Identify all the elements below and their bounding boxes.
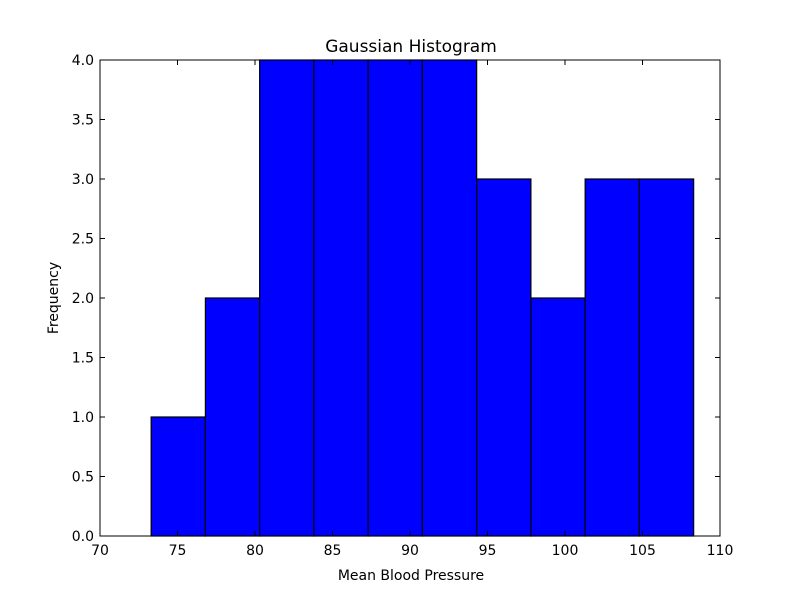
x-tick-label: 90: [401, 543, 419, 559]
histogram-bar-10: [638, 178, 695, 537]
bars-group: [150, 59, 695, 537]
y-tick-label: 1.0: [72, 410, 94, 426]
histogram-bar-4: [313, 59, 369, 537]
histogram-bar-9: [584, 178, 641, 537]
y-tick-label: 0.0: [72, 529, 94, 545]
histogram-bar-7: [476, 178, 532, 537]
x-tick-label: 70: [91, 543, 109, 559]
x-tick-label: 75: [169, 543, 187, 559]
x-tick-label: 100: [552, 543, 579, 559]
x-tick-label: 105: [629, 543, 656, 559]
histogram-bar-3: [259, 59, 315, 537]
x-axis-label: Mean Blood Pressure: [338, 568, 484, 584]
y-tick-label: 2.5: [72, 232, 94, 248]
chart-title: Gaussian Histogram: [325, 37, 497, 57]
y-tick-label: 1.5: [72, 351, 94, 367]
y-tick-label: 2.0: [72, 291, 94, 307]
histogram-bar-6: [421, 59, 478, 537]
y-tick-label: 4.0: [72, 53, 94, 69]
y-tick-label: 0.5: [72, 470, 94, 486]
y-tick-label: 3.0: [72, 172, 94, 188]
histogram-bar-5: [367, 59, 423, 537]
y-tick-label: 3.5: [72, 113, 94, 129]
histogram-bar-2: [204, 297, 261, 537]
x-tick-label: 80: [246, 543, 264, 559]
x-tick-label: 85: [324, 543, 342, 559]
x-tick-label: 110: [707, 543, 734, 559]
x-tick-label: 95: [479, 543, 497, 559]
histogram-bar-8: [530, 297, 586, 537]
ticks-group: 70 75 80 85 90 95 100 105 110 0.0 0.5 1.0 1.5 2.0 2.5 3…: [72, 53, 734, 559]
y-axis-label: Frequency: [46, 262, 62, 334]
histogram-bar-1: [150, 416, 206, 537]
